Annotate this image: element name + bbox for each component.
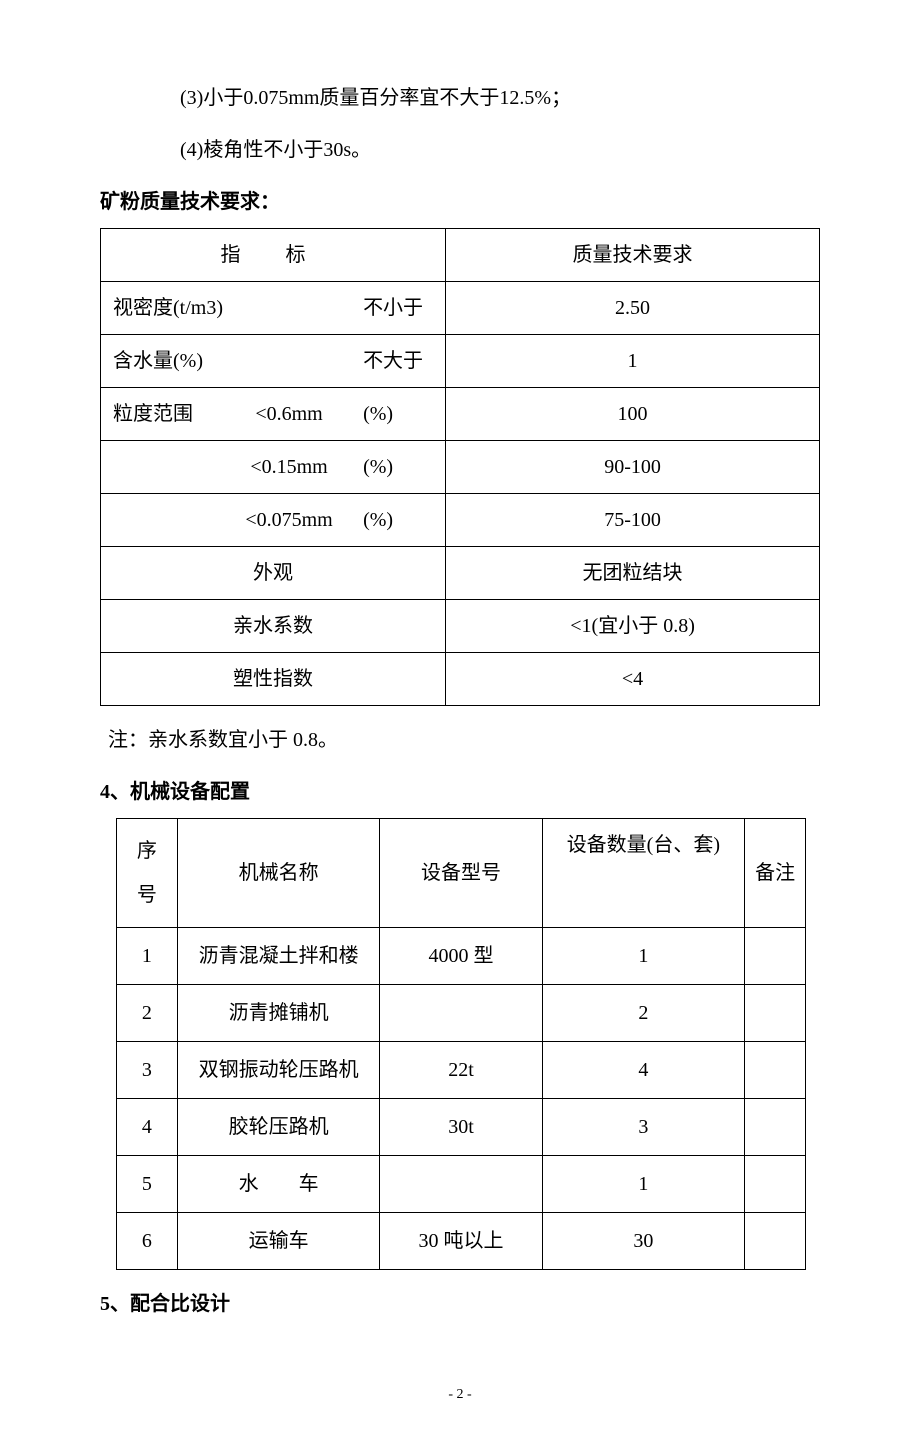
t1-r3-c2: <0.15mm — [225, 449, 353, 485]
t2-r2-qty: 4 — [542, 1042, 745, 1099]
t2-r0-name: 沥青混凝土拌和楼 — [177, 928, 380, 985]
table-row: 4 胶轮压路机 30t 3 — [117, 1099, 806, 1156]
table1-header-right: 质量技术要求 — [446, 229, 820, 282]
t1-r4-c3: (%) — [353, 502, 433, 538]
table1-header-left: 指 标 — [221, 244, 326, 266]
t1-r2-c2: <0.6mm — [225, 396, 353, 432]
t1-r0-c3: 不小于 — [353, 290, 433, 326]
table-row: 6 运输车 30 吨以上 30 — [117, 1213, 806, 1270]
t2-h-seq: 序号 — [117, 819, 178, 928]
t2-r2-model: 22t — [380, 1042, 542, 1099]
t1-r4-c2: <0.075mm — [225, 502, 353, 538]
table-equipment: 序号 机械名称 设备型号 设备数量(台、套) 备注 1 沥青混凝土拌和楼 400… — [116, 818, 806, 1270]
t2-r5-qty: 30 — [542, 1213, 745, 1270]
t1-hydro-left: 亲水系数 — [101, 600, 446, 653]
t2-r4-seq: 5 — [117, 1156, 178, 1213]
t1-r4-right: 75-100 — [446, 494, 820, 547]
t1-hydro-right: <1(宜小于 0.8) — [446, 600, 820, 653]
t2-r0-note — [745, 928, 806, 985]
t1-r0-right: 2.50 — [446, 282, 820, 335]
table-row: 2 沥青摊铺机 2 — [117, 985, 806, 1042]
t1-r2-right: 100 — [446, 388, 820, 441]
t2-r3-note — [745, 1099, 806, 1156]
t1-r3-c3: (%) — [353, 449, 433, 485]
t1-r1-c3: 不大于 — [353, 343, 433, 379]
t2-r1-qty: 2 — [542, 985, 745, 1042]
t1-r1-c1: 含水量(%) — [113, 343, 225, 379]
list-item-4: (4)棱角性不小于30s。 — [180, 132, 820, 168]
t1-r2-c1: 粒度范围 — [113, 396, 225, 432]
heading-mix-design: 5、配合比设计 — [100, 1286, 820, 1322]
table-row: 5 水车 1 — [117, 1156, 806, 1213]
t1-appearance-right: 无团粒结块 — [446, 547, 820, 600]
t2-h-name: 机械名称 — [177, 819, 380, 928]
t1-r0-c1: 视密度(t/m3) — [113, 290, 225, 326]
t2-r2-note — [745, 1042, 806, 1099]
t2-r5-note — [745, 1213, 806, 1270]
t1-r1-right: 1 — [446, 335, 820, 388]
t2-r0-seq: 1 — [117, 928, 178, 985]
t2-r5-model: 30 吨以上 — [380, 1213, 542, 1270]
t2-r5-name: 运输车 — [177, 1213, 380, 1270]
table-mineral-powder: 指 标 质量技术要求 视密度(t/m3) 不小于 2.50 含水量(%) 不大于… — [100, 228, 820, 706]
t2-r5-seq: 6 — [117, 1213, 178, 1270]
t1-r4-c1 — [113, 502, 225, 538]
t2-r4-model — [380, 1156, 542, 1213]
note-hydrophilic: 注：亲水系数宜小于 0.8。 — [108, 722, 820, 758]
t1-r2-c3: (%) — [353, 396, 433, 432]
t2-r3-seq: 4 — [117, 1099, 178, 1156]
t2-h-model: 设备型号 — [380, 819, 542, 928]
t2-r0-model: 4000 型 — [380, 928, 542, 985]
t2-h-note: 备注 — [745, 819, 806, 928]
t1-plastic-left: 塑性指数 — [101, 653, 446, 706]
page-number: - 2 - — [100, 1382, 820, 1407]
t2-r1-note — [745, 985, 806, 1042]
table-row: 1 沥青混凝土拌和楼 4000 型 1 — [117, 928, 806, 985]
t1-r1-c2 — [225, 343, 353, 379]
t2-r1-model — [380, 985, 542, 1042]
t2-r1-seq: 2 — [117, 985, 178, 1042]
t2-r3-qty: 3 — [542, 1099, 745, 1156]
t2-r4-name: 水车 — [177, 1156, 380, 1213]
t2-r4-note — [745, 1156, 806, 1213]
t2-r3-model: 30t — [380, 1099, 542, 1156]
t2-r2-name: 双钢振动轮压路机 — [177, 1042, 380, 1099]
t1-r0-c2 — [225, 290, 353, 326]
t1-r3-c1 — [113, 449, 225, 485]
t2-r3-name: 胶轮压路机 — [177, 1099, 380, 1156]
t2-r1-name: 沥青摊铺机 — [177, 985, 380, 1042]
t2-r2-seq: 3 — [117, 1042, 178, 1099]
t2-r4-qty: 1 — [542, 1156, 745, 1213]
t2-h-qty: 设备数量(台、套) — [542, 819, 745, 928]
t1-plastic-right: <4 — [446, 653, 820, 706]
heading-mineral-powder: 矿粉质量技术要求： — [100, 184, 820, 220]
heading-equipment: 4、机械设备配置 — [100, 774, 820, 810]
list-item-3: (3)小于0.075mm质量百分率宜不大于12.5%； — [180, 80, 820, 116]
t1-r3-right: 90-100 — [446, 441, 820, 494]
t1-appearance-left: 外观 — [101, 547, 446, 600]
table-row: 3 双钢振动轮压路机 22t 4 — [117, 1042, 806, 1099]
t2-r0-qty: 1 — [542, 928, 745, 985]
